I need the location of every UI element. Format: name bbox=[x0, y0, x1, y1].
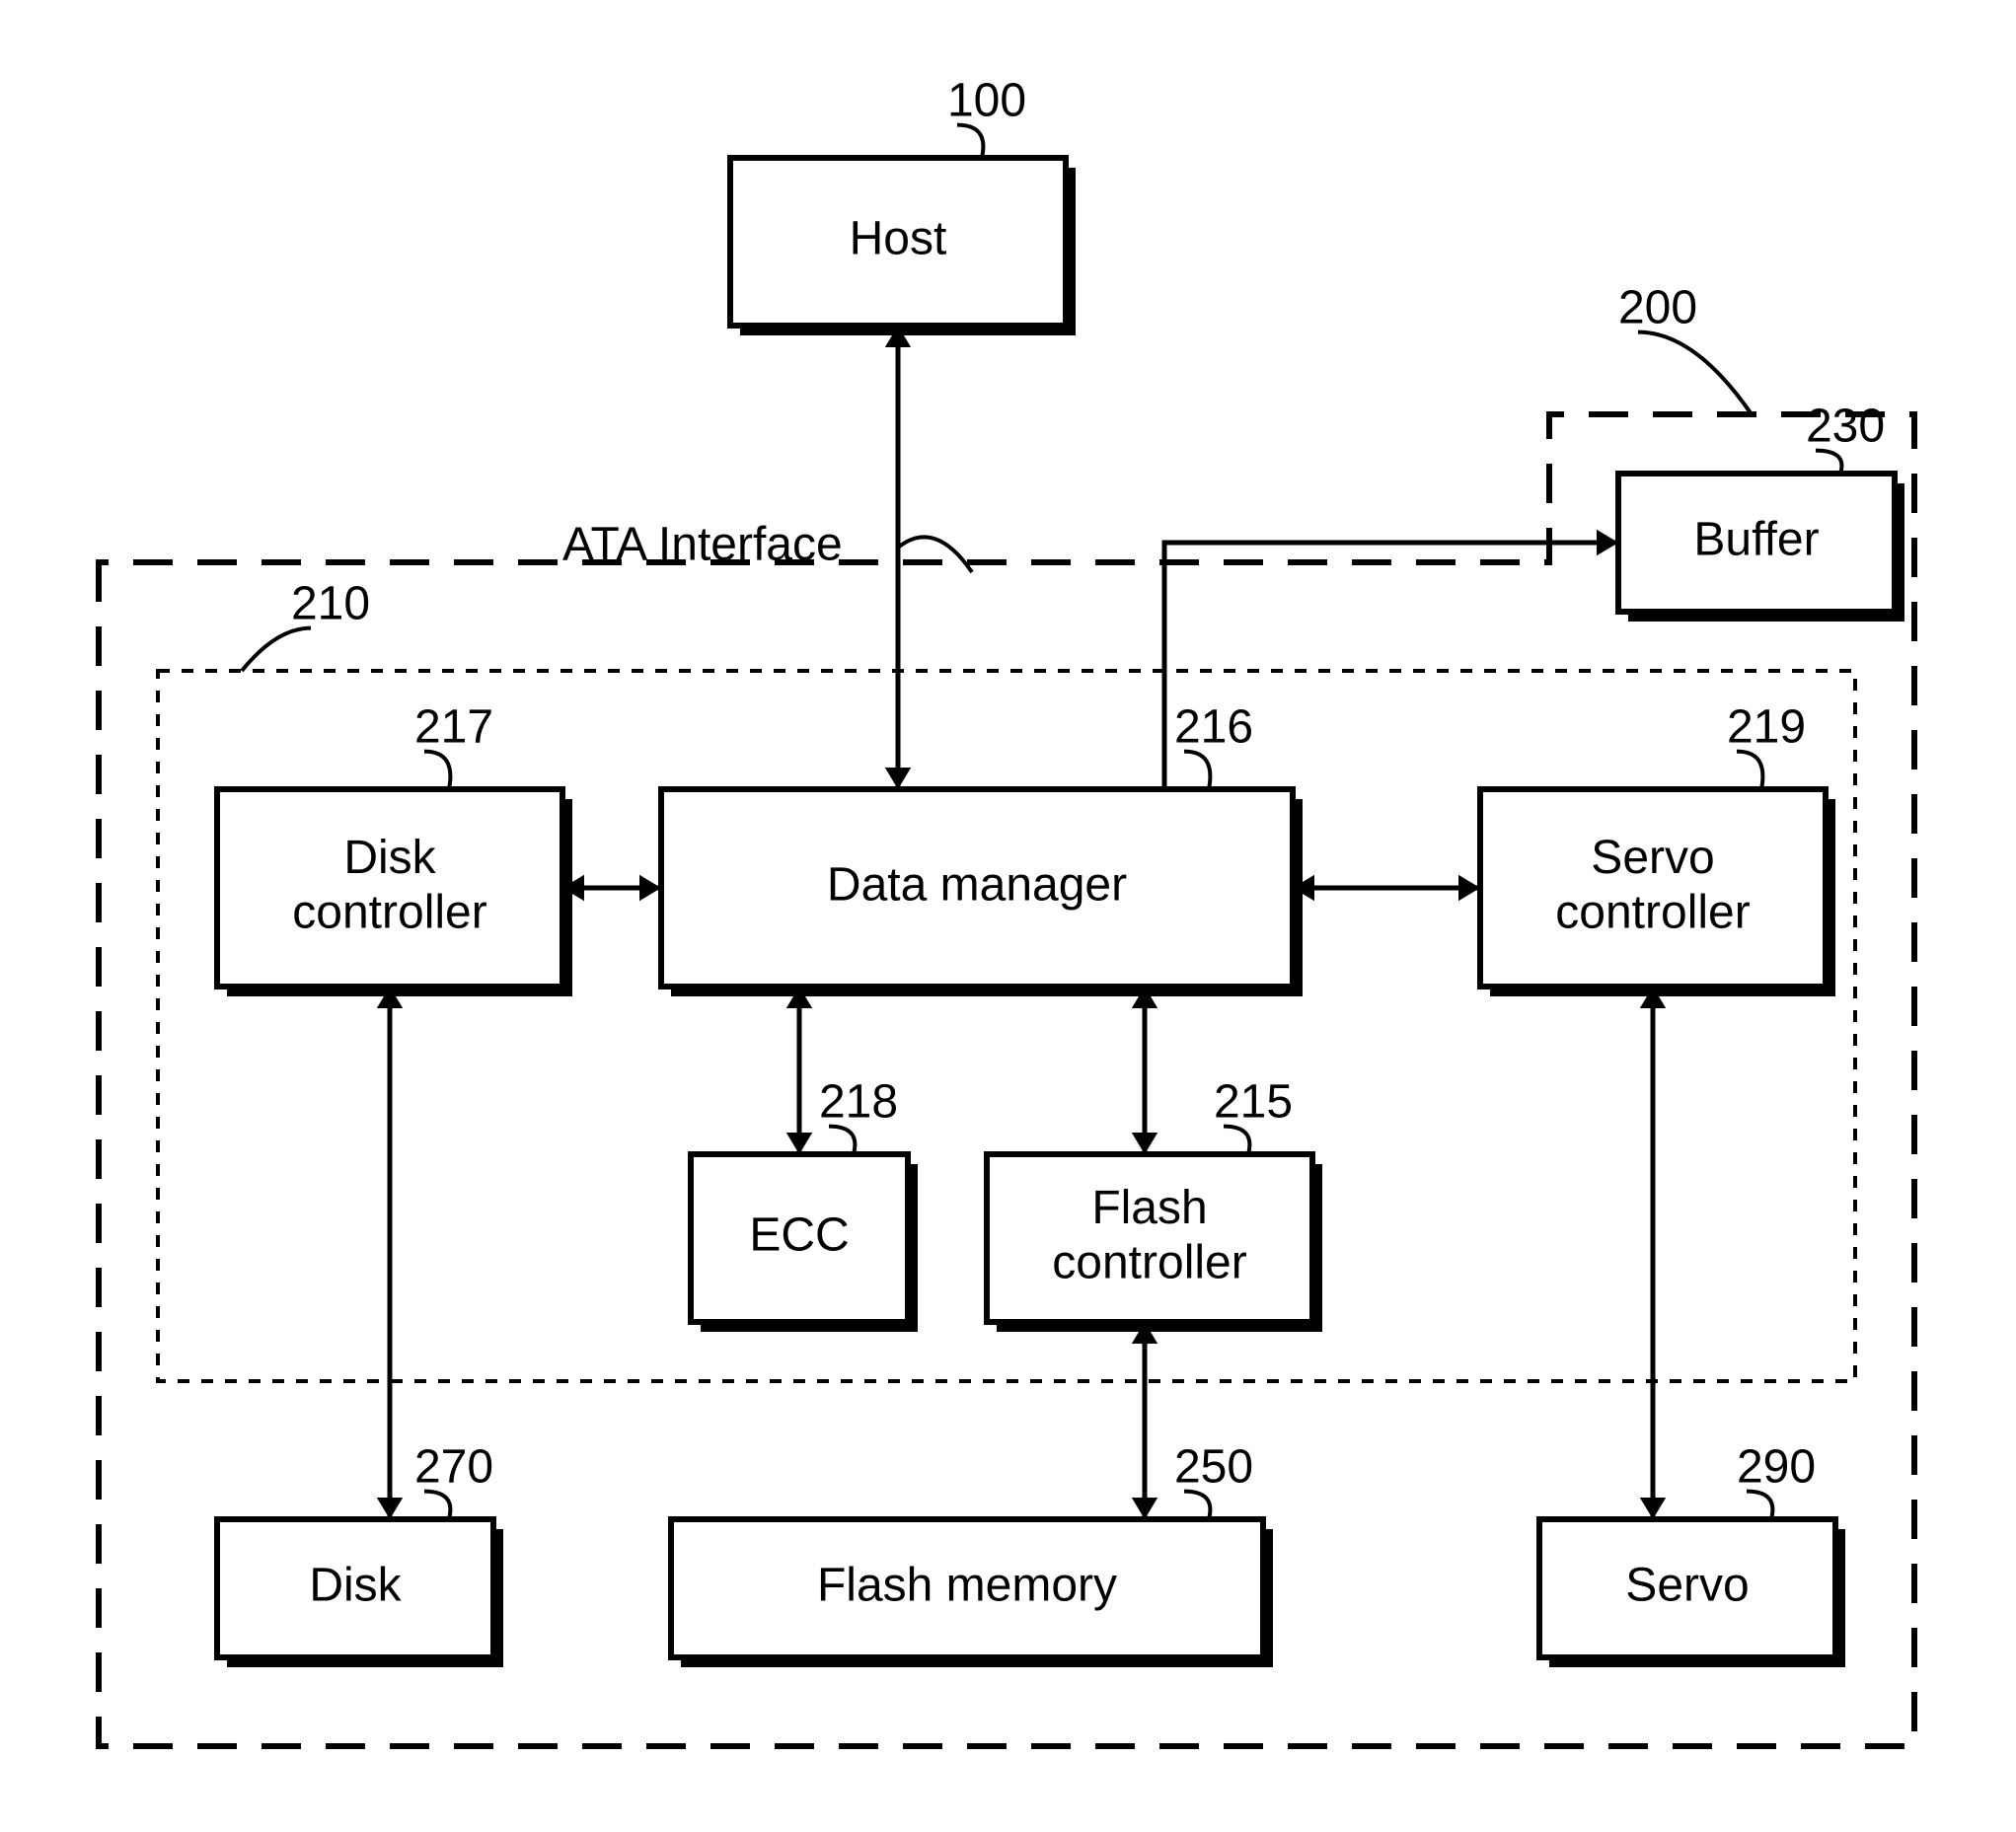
disk_ctl-label: Disk bbox=[343, 832, 436, 884]
ref-r200: 200 bbox=[1618, 282, 1697, 334]
host-leader bbox=[957, 125, 983, 158]
ecc-ref: 218 bbox=[819, 1076, 898, 1129]
flash_ctl-leader bbox=[1224, 1127, 1249, 1154]
disk-ref: 270 bbox=[414, 1441, 493, 1494]
data_mgr-label: Data manager bbox=[827, 859, 1127, 912]
ata-interface-leader bbox=[898, 537, 972, 572]
buffer-label: Buffer bbox=[1693, 514, 1819, 566]
flash_ctl-label: Flash bbox=[1091, 1182, 1207, 1234]
disk_ctl-leader bbox=[424, 752, 450, 789]
ref-leader-r210 bbox=[242, 628, 311, 671]
servo_ctl-ref: 219 bbox=[1727, 701, 1806, 754]
flash_ctl-label: controller bbox=[1052, 1236, 1246, 1288]
ecc-leader bbox=[829, 1127, 855, 1154]
servo-leader bbox=[1747, 1492, 1772, 1519]
data_mgr-leader bbox=[1184, 752, 1210, 789]
servo_ctl-leader bbox=[1737, 752, 1762, 789]
disk-leader bbox=[424, 1492, 450, 1519]
flash_mem-ref: 250 bbox=[1174, 1441, 1253, 1494]
servo-ref: 290 bbox=[1737, 1441, 1816, 1494]
servo-label: Servo bbox=[1625, 1560, 1749, 1612]
flash_ctl-ref: 215 bbox=[1214, 1076, 1293, 1129]
servo_ctl-label: Servo bbox=[1591, 832, 1714, 884]
ref-leader-r200 bbox=[1638, 332, 1752, 414]
host-label: Host bbox=[850, 213, 947, 265]
buffer-leader bbox=[1816, 451, 1841, 474]
flash_mem-label: Flash memory bbox=[817, 1560, 1117, 1612]
flash_mem-leader bbox=[1184, 1492, 1210, 1519]
ecc-label: ECC bbox=[749, 1209, 849, 1262]
ata-interface-label: ATA Interface bbox=[562, 519, 843, 571]
buffer-ref: 230 bbox=[1806, 401, 1885, 453]
disk-label: Disk bbox=[309, 1560, 402, 1612]
disk_ctl-ref: 217 bbox=[414, 701, 493, 754]
data_mgr-ref: 216 bbox=[1174, 701, 1253, 754]
host-ref: 100 bbox=[947, 75, 1026, 127]
servo_ctl-label: controller bbox=[1555, 886, 1750, 938]
ref-r210: 210 bbox=[291, 578, 370, 630]
disk_ctl-label: controller bbox=[292, 886, 486, 938]
